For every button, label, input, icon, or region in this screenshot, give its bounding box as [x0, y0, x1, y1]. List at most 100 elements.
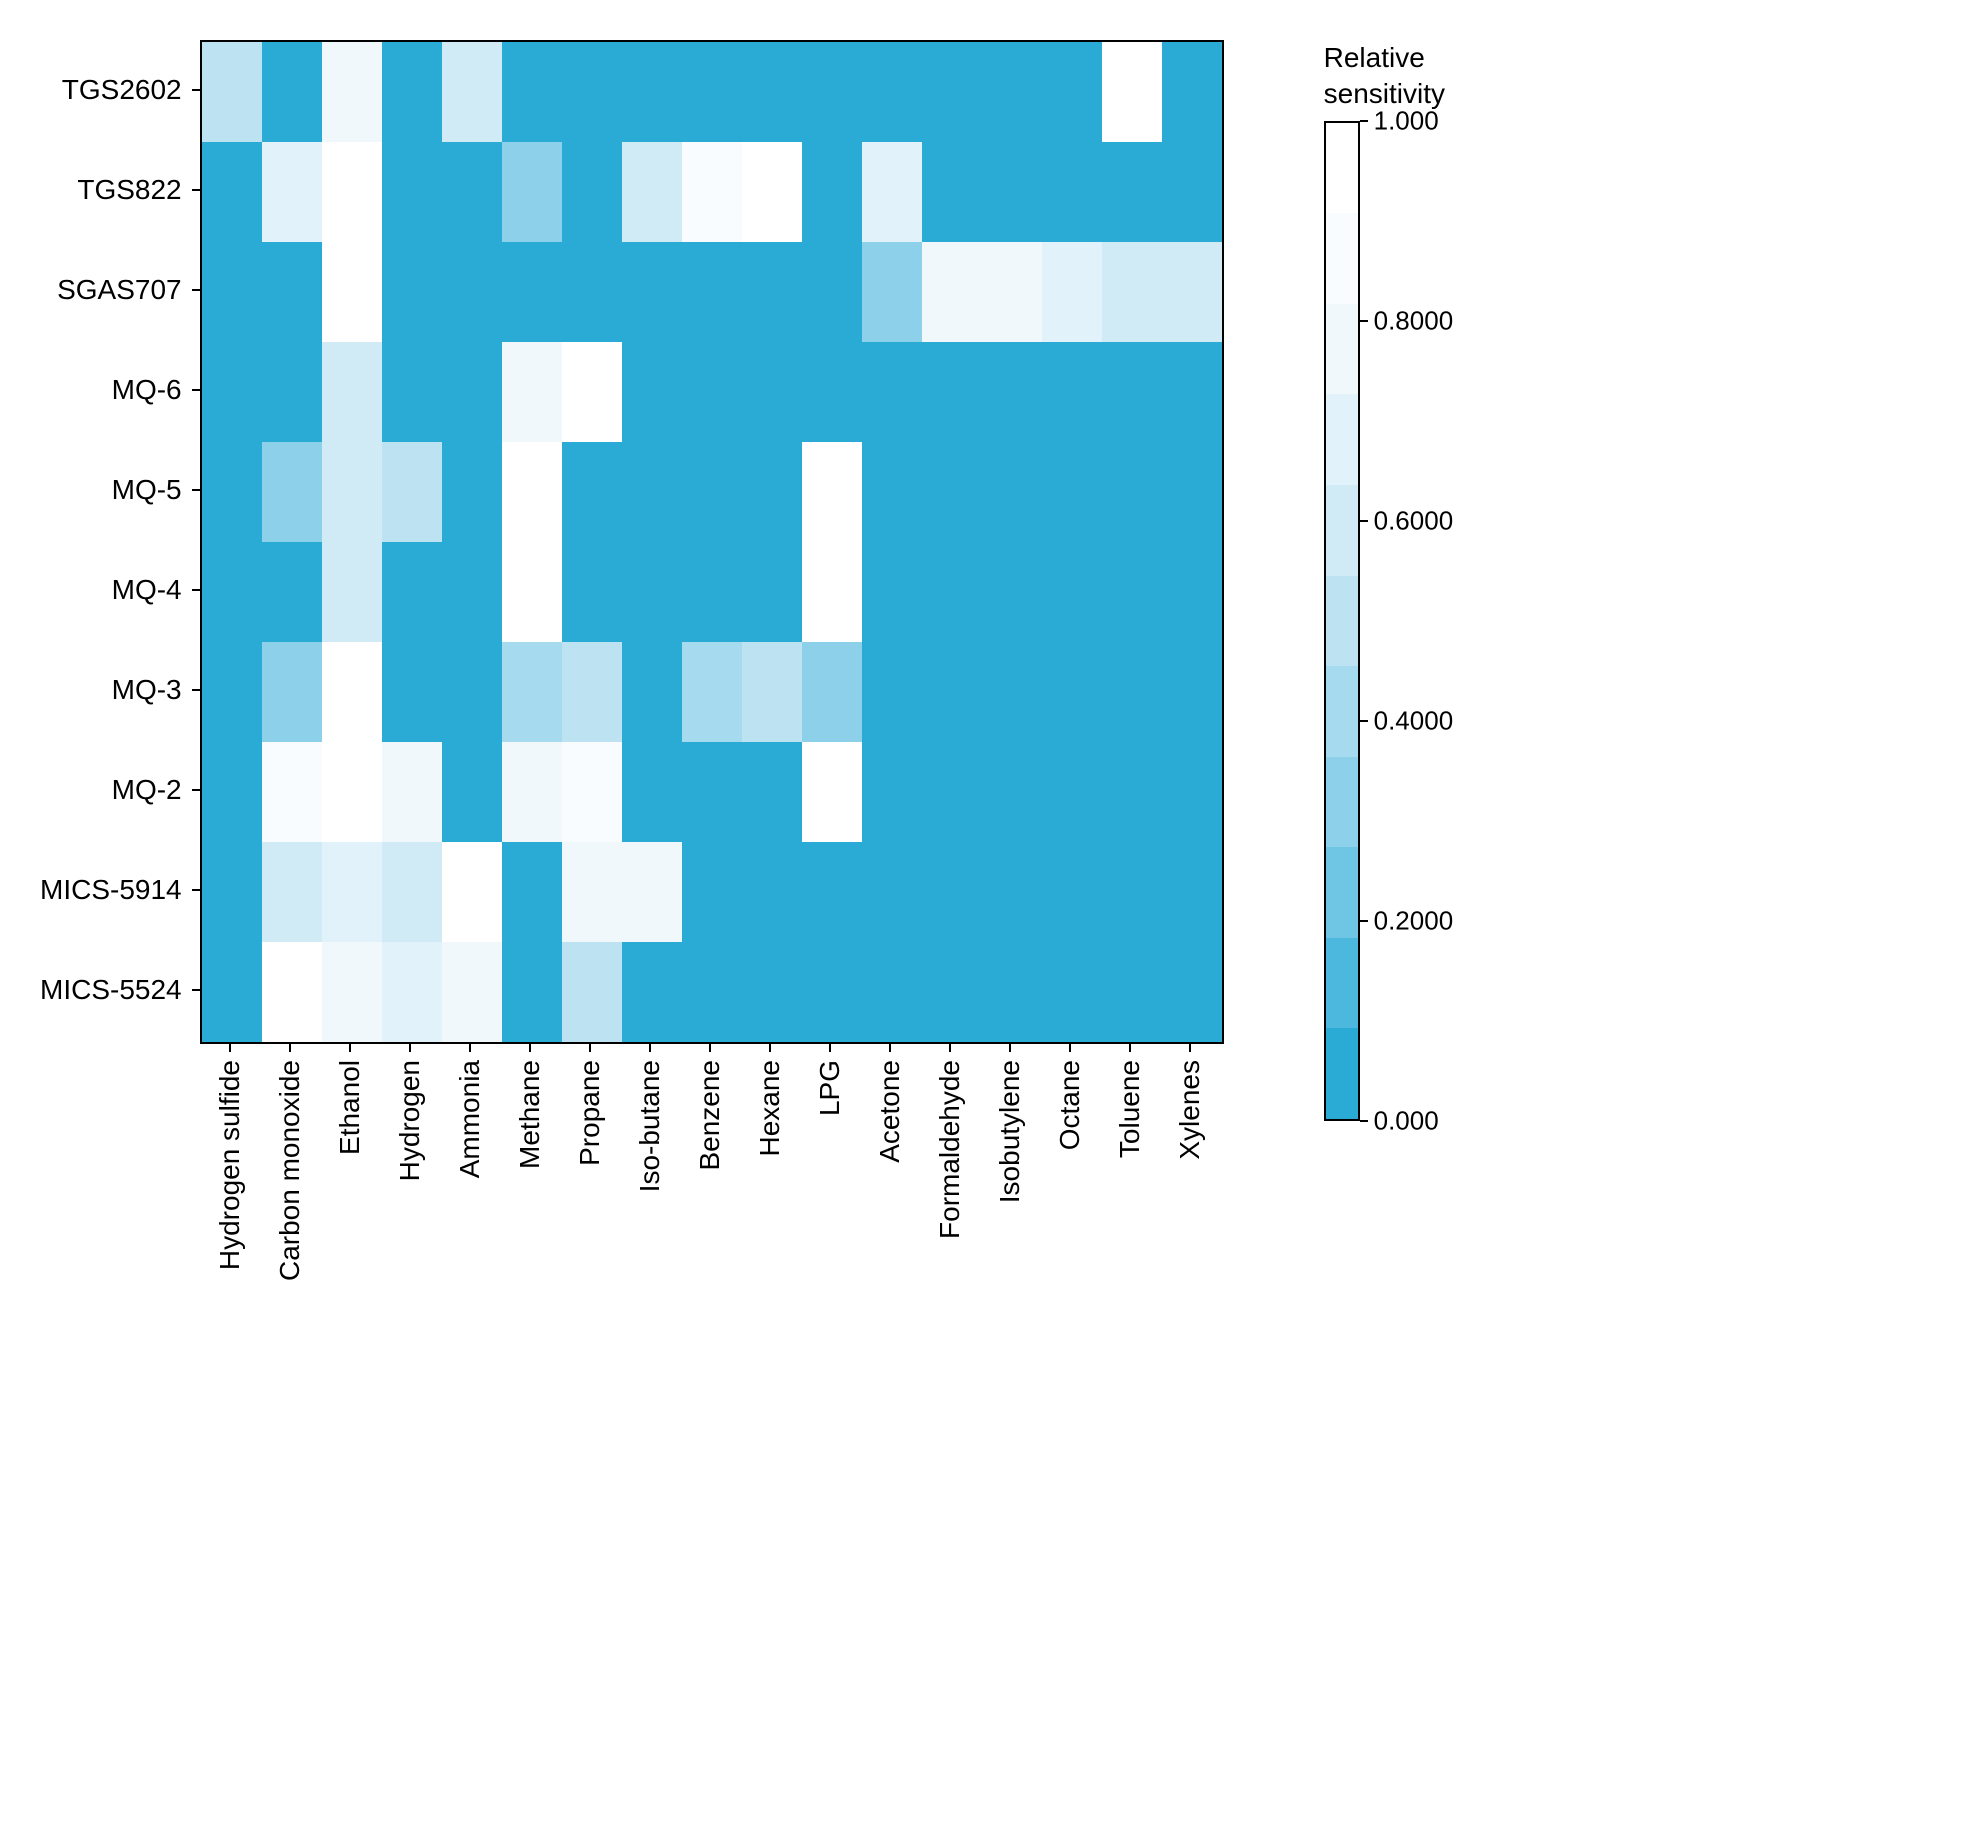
- heatmap-cell: [922, 442, 982, 542]
- heatmap-cell: [1042, 542, 1102, 642]
- heatmap-cell: [682, 842, 742, 942]
- y-axis-tick: [192, 940, 200, 1040]
- x-axis-label: Ethanol: [320, 1060, 380, 1155]
- x-axis-label: LPG: [800, 1060, 860, 1116]
- x-axis-tick: [200, 1044, 260, 1052]
- colorbar-tick-label: 0.4000: [1374, 705, 1454, 736]
- heatmap-cell: [382, 642, 442, 742]
- heatmap-cell: [682, 542, 742, 642]
- heatmap-cell: [262, 842, 322, 942]
- colorbar-tick: [1360, 520, 1368, 522]
- heatmap-cell: [1102, 542, 1162, 642]
- x-axis-tick: [1160, 1044, 1220, 1052]
- heatmap-cell: [202, 542, 262, 642]
- heatmap-cell: [1162, 442, 1222, 542]
- colorbar-segment: [1326, 757, 1358, 848]
- y-axis-tick: [192, 440, 200, 540]
- heatmap-cell: [742, 442, 802, 542]
- heatmap-cell: [1162, 642, 1222, 742]
- heatmap-cell: [442, 142, 502, 242]
- heatmap-cell: [802, 742, 862, 842]
- heatmap-cell: [862, 742, 922, 842]
- x-axis-label: Hydrogen: [380, 1060, 440, 1181]
- heatmap-cell: [982, 842, 1042, 942]
- x-axis-label: Propane: [560, 1060, 620, 1166]
- heatmap-cell: [1102, 842, 1162, 942]
- heatmap-cell: [382, 542, 442, 642]
- heatmap-cell: [862, 642, 922, 742]
- heatmap-cell: [502, 842, 562, 942]
- colorbar-tick-label: 1.000: [1374, 105, 1439, 136]
- heatmap-cell: [262, 242, 322, 342]
- heatmap-cell: [742, 742, 802, 842]
- heatmap-cell: [1162, 842, 1222, 942]
- heatmap-cell: [622, 342, 682, 442]
- y-axis-tick: [192, 40, 200, 140]
- heatmap-cell: [922, 342, 982, 442]
- y-axis-label: TGS822: [77, 140, 181, 240]
- heatmap-cell: [742, 142, 802, 242]
- heatmap-cell: [262, 442, 322, 542]
- heatmap-cell: [742, 842, 802, 942]
- x-axis-tick: [1100, 1044, 1160, 1052]
- heatmap-cell: [382, 942, 442, 1042]
- x-axis-label: Acetone: [860, 1060, 920, 1163]
- heatmap-grid: [200, 40, 1224, 1044]
- heatmap-cell: [982, 942, 1042, 1042]
- heatmap-cell: [322, 42, 382, 142]
- heatmap-cell: [322, 342, 382, 442]
- colorbar-tick: [1360, 120, 1368, 122]
- heatmap-cell: [502, 142, 562, 242]
- heatmap-cell: [562, 42, 622, 142]
- heatmap-cell: [982, 142, 1042, 242]
- heatmap-cell: [1102, 242, 1162, 342]
- heatmap-cell: [682, 442, 742, 542]
- heatmap-cell: [1042, 742, 1102, 842]
- y-axis-tick: [192, 840, 200, 940]
- heatmap-cell: [442, 42, 502, 142]
- heatmap-cell: [1102, 342, 1162, 442]
- heatmap-cell: [622, 142, 682, 242]
- heatmap-cell: [502, 242, 562, 342]
- heatmap-cell: [862, 442, 922, 542]
- colorbar-tick: [1360, 720, 1368, 722]
- colorbar-tick-label: 0.6000: [1374, 505, 1454, 536]
- heatmap-cell: [202, 642, 262, 742]
- heatmap-cell: [682, 642, 742, 742]
- heatmap-cell: [382, 742, 442, 842]
- heatmap-cell: [682, 242, 742, 342]
- heatmap-cell: [802, 642, 862, 742]
- y-axis-tick: [192, 140, 200, 240]
- heatmap-cell: [262, 642, 322, 742]
- x-axis-label: Xylenes: [1160, 1060, 1220, 1160]
- heatmap-cell: [1102, 142, 1162, 242]
- heatmap-cell: [562, 842, 622, 942]
- x-axis-tick: [620, 1044, 680, 1052]
- heatmap-cell: [322, 642, 382, 742]
- y-axis-labels: TGS2602TGS822SGAS707MQ-6MQ-5MQ-4MQ-3MQ-2…: [40, 40, 192, 1040]
- x-axis-label: Hydrogen sulfide: [200, 1060, 260, 1270]
- x-axis-label: Iso-butane: [620, 1060, 680, 1192]
- x-axis-label: Octane: [1040, 1060, 1100, 1150]
- y-axis-label: MICS-5914: [40, 840, 182, 940]
- heatmap-cell: [502, 342, 562, 442]
- heatmap-cell: [382, 142, 442, 242]
- heatmap-cell: [742, 342, 802, 442]
- heatmap-cell: [1162, 42, 1222, 142]
- heatmap-cell: [1102, 642, 1162, 742]
- heatmap-cell: [682, 342, 742, 442]
- heatmap-cell: [202, 242, 262, 342]
- heatmap-cell: [1042, 942, 1102, 1042]
- y-axis-tick: [192, 240, 200, 340]
- heatmap-cell: [1042, 342, 1102, 442]
- heatmap-cell: [862, 42, 922, 142]
- heatmap-cell: [322, 542, 382, 642]
- x-axis-tick: [1040, 1044, 1100, 1052]
- figure: TGS2602TGS822SGAS707MQ-6MQ-5MQ-4MQ-3MQ-2…: [40, 40, 1948, 1281]
- heatmap-cell: [622, 542, 682, 642]
- heatmap-cell: [742, 542, 802, 642]
- heatmap-cell: [1162, 542, 1222, 642]
- heatmap-cell: [562, 942, 622, 1042]
- heatmap-cell: [1102, 942, 1162, 1042]
- x-axis-label: Hexane: [740, 1060, 800, 1157]
